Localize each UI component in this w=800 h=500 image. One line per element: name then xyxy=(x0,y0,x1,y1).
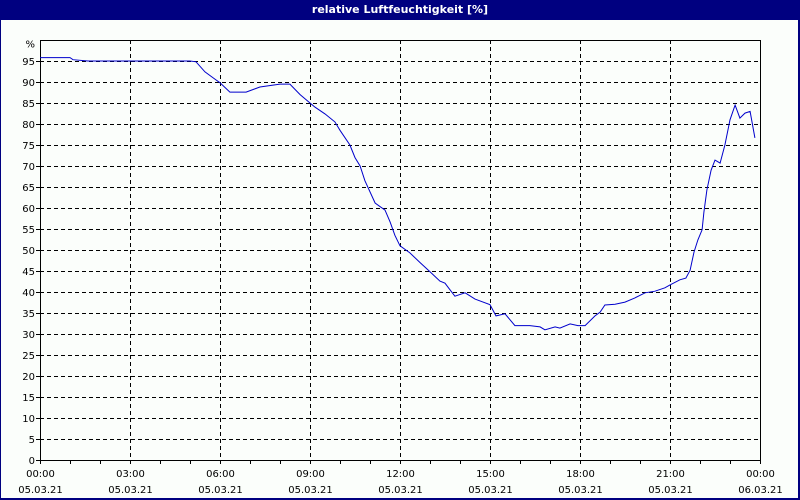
y-tick-label: 50 xyxy=(22,246,35,257)
x-axis: 00:00 05.03.21 03:00 05.03.21 06:00 05.03.21 0… xyxy=(18,460,783,496)
x-tick-date-label: 05.03.21 xyxy=(468,485,513,496)
y-tick-label: 45 xyxy=(22,267,35,278)
y-tick-label: 75 xyxy=(22,141,35,152)
y-tick-label: 15 xyxy=(22,393,35,404)
y-tick-label: 55 xyxy=(22,225,35,236)
y-tick-label: 25 xyxy=(22,351,35,362)
x-tick-date-label: 05.03.21 xyxy=(198,485,243,496)
x-tick-date-label: 05.03.21 xyxy=(648,485,693,496)
y-tick-label: 60 xyxy=(22,204,35,215)
y-tick-label: 95 xyxy=(22,57,35,68)
y-tick-label: 10 xyxy=(22,414,35,425)
x-tick-time-label: 18:00 xyxy=(566,469,595,480)
x-tick-time-label: 03:00 xyxy=(116,469,145,480)
y-axis: 0 5 10 15 20 25 30 35 40 45 50 55 60 65 70 75 80 85 90 95% xyxy=(22,40,40,467)
x-tick-time-label: 09:00 xyxy=(296,469,325,480)
y-tick-label: 90 xyxy=(22,78,35,89)
x-tick-time-label: 12:00 xyxy=(386,469,415,480)
x-tick-date-label: 06.03.21 xyxy=(738,485,783,496)
x-tick-date-label: 05.03.21 xyxy=(558,485,603,496)
y-tick-label: 85 xyxy=(22,99,35,110)
x-tick-time-label: 06:00 xyxy=(206,469,235,480)
y-tick-label: 0 xyxy=(29,456,35,467)
chart-title: relative Luftfeuchtigkeit [%] xyxy=(0,0,800,20)
y-tick-label: 65 xyxy=(22,183,35,194)
x-tick-time-label: 15:00 xyxy=(476,469,505,480)
y-unit-label: % xyxy=(25,40,35,51)
x-tick-time-label: 21:00 xyxy=(656,469,685,480)
y-tick-label: 80 xyxy=(22,120,35,131)
humidity-series-line xyxy=(40,57,756,331)
y-tick-label: 40 xyxy=(22,288,35,299)
plot-area-border xyxy=(40,40,761,461)
y-tick-label: 30 xyxy=(22,330,35,341)
x-tick-date-label: 05.03.21 xyxy=(288,485,333,496)
x-tick-date-label: 05.03.21 xyxy=(18,485,63,496)
x-tick-date-label: 05.03.21 xyxy=(108,485,153,496)
x-tick-time-label: 00:00 xyxy=(746,469,775,480)
y-tick-label: 5 xyxy=(29,435,35,446)
y-tick-label: 70 xyxy=(22,162,35,173)
y-tick-label: 20 xyxy=(22,372,35,383)
y-tick-label: 35 xyxy=(22,309,35,320)
x-tick-time-label: 00:00 xyxy=(26,469,55,480)
x-tick-date-label: 05.03.21 xyxy=(378,485,423,496)
grid-lines xyxy=(40,40,760,460)
